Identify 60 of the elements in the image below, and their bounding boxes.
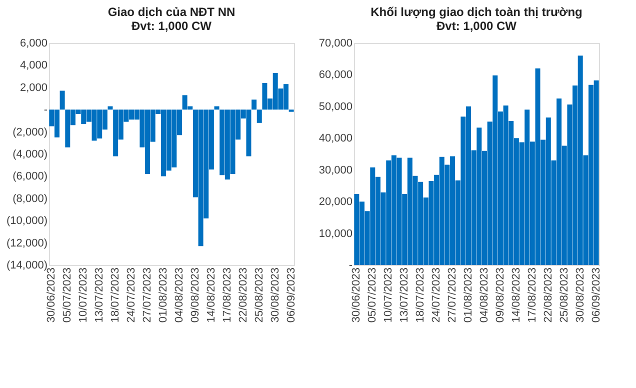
- bar: [214, 106, 220, 110]
- y-tick-label: (8,000): [12, 192, 48, 205]
- y-tick-label: (2,000): [12, 126, 48, 138]
- y-tick-label: (12,000): [6, 237, 48, 250]
- y-tick-label: 40,000: [318, 132, 352, 145]
- x-tick-label: 25/08/2023: [558, 268, 570, 323]
- x-tick-label: 30/08/2023: [574, 268, 586, 323]
- x-tick-label: 04/08/2023: [478, 268, 490, 323]
- chart-title: Giao dịch của NĐT NN: [108, 5, 236, 19]
- y-tick-label: 50,000: [318, 100, 352, 113]
- x-tick-label: 09/08/2023: [189, 268, 202, 323]
- y-tick-label: 30,000: [318, 164, 352, 176]
- y-tick-label: -: [348, 260, 353, 272]
- y-tick-label: (4,000): [12, 148, 48, 160]
- x-tick-label: 06/09/2023: [285, 268, 298, 323]
- y-tick-label: (6,000): [12, 170, 48, 183]
- x-tick-label: 17/08/2023: [526, 268, 538, 323]
- x-tick-label: 01/08/2023: [158, 268, 170, 323]
- x-tick-label: 30/06/2023: [350, 268, 363, 323]
- x-tick-label: 24/07/2023: [430, 268, 443, 323]
- y-tick-label: 10,000: [318, 228, 352, 240]
- x-tick-label: 10/07/2023: [78, 268, 90, 323]
- x-tick-label: 14/08/2023: [205, 268, 218, 323]
- x-tick-label: 05/07/2023: [62, 268, 74, 323]
- x-tick-label: 04/08/2023: [173, 268, 186, 323]
- x-tick-label: 30/06/2023: [46, 268, 58, 323]
- x-tick-label: 22/08/2023: [237, 268, 250, 323]
- bar: [108, 106, 113, 110]
- y-tick-label: 20,000: [318, 196, 352, 208]
- y-tick-label: 6,000: [20, 38, 48, 50]
- x-tick-label: 05/07/2023: [366, 268, 379, 323]
- x-tick-label: 22/08/2023: [542, 268, 554, 323]
- x-tick-label: 27/07/2023: [142, 268, 154, 323]
- y-tick-label: (10,000): [6, 215, 48, 228]
- x-tick-label: 01/08/2023: [462, 268, 475, 323]
- x-tick-label: 06/09/2023: [590, 268, 602, 323]
- x-tick-label: 17/08/2023: [221, 268, 234, 323]
- y-tick-label: 70,000: [318, 38, 352, 50]
- x-tick-label: 24/07/2023: [126, 268, 138, 323]
- x-tick-label: 10/07/2023: [382, 268, 395, 323]
- y-tick-label: 60,000: [318, 69, 352, 82]
- x-tick-label: 09/08/2023: [494, 268, 506, 323]
- y-tick-label: 4,000: [20, 60, 48, 72]
- y-tick-label: 2,000: [20, 82, 48, 94]
- x-tick-label: 13/07/2023: [94, 268, 106, 323]
- chart-subtitle: Đvt: 1,000 CW: [131, 19, 212, 33]
- y-tick-label: -: [44, 104, 48, 116]
- x-tick-label: 18/07/2023: [414, 268, 427, 323]
- x-tick-label: 25/08/2023: [253, 268, 266, 323]
- y-tick-label: (14,000): [6, 260, 48, 272]
- bar: [60, 90, 65, 110]
- x-tick-label: 27/07/2023: [446, 268, 459, 323]
- x-tick-label: 30/08/2023: [269, 268, 282, 323]
- x-tick-label: 13/07/2023: [398, 268, 411, 323]
- chart-title: Khối lượng giao dịch toàn thị trường: [370, 5, 582, 19]
- x-tick-label: 18/07/2023: [110, 268, 122, 323]
- chart-subtitle: Đvt: 1,000 CW: [436, 19, 518, 33]
- bar: [252, 100, 257, 110]
- bar: [256, 110, 262, 123]
- x-tick-label: 14/08/2023: [510, 268, 522, 323]
